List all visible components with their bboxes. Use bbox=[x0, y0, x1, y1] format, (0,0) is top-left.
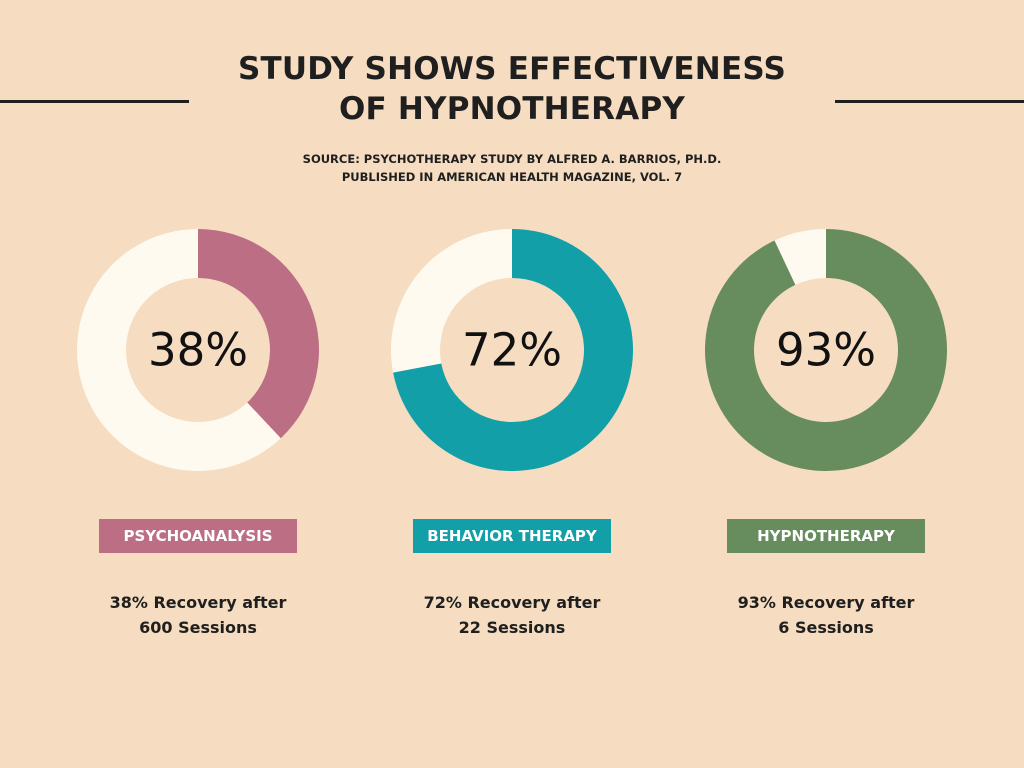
donut-psychoanalysis-svg: 38% bbox=[77, 229, 319, 471]
source-line-2: PUBLISHED IN AMERICAN HEALTH MAGAZINE, V… bbox=[341, 170, 683, 184]
label-psychoanalysis: PSYCHOANALYSIS bbox=[99, 519, 297, 553]
chart-title: STUDY SHOWS EFFECTIVENESS OF HYPNOTHERAP… bbox=[212, 49, 812, 129]
donut-behavior-therapy: 72% bbox=[391, 229, 633, 471]
donut-behavior-therapy-svg: 72% bbox=[391, 229, 633, 471]
description-psychoanalysis: 38% Recovery after 600 Sessions bbox=[78, 590, 318, 640]
left-rule bbox=[0, 100, 189, 103]
donut-track bbox=[391, 229, 512, 373]
donut-track bbox=[774, 229, 826, 285]
source-note: SOURCE: PSYCHOTHERAPY STUDY BY ALFRED A.… bbox=[212, 150, 812, 186]
donut-psychoanalysis: 38% bbox=[77, 229, 319, 471]
description-line-1: 93% Recovery after bbox=[737, 593, 915, 612]
right-rule bbox=[835, 100, 1024, 103]
donut-arc-behavior-therapy bbox=[393, 229, 633, 471]
donut-hypnotherapy-svg: 93% bbox=[705, 229, 947, 471]
percent-label-behavior-therapy: 72% bbox=[462, 324, 562, 377]
description-line-2: 600 Sessions bbox=[139, 618, 257, 637]
label-behavior-therapy: BEHAVIOR THERAPY bbox=[413, 519, 611, 553]
percent-label-psychoanalysis: 38% bbox=[148, 324, 248, 377]
percent-label-hypnotherapy: 93% bbox=[776, 324, 876, 377]
description-hypnotherapy: 93% Recovery after 6 Sessions bbox=[706, 590, 946, 640]
donut-arc-psychoanalysis bbox=[198, 229, 319, 439]
description-line-2: 22 Sessions bbox=[458, 618, 566, 637]
source-line-1: SOURCE: PSYCHOTHERAPY STUDY BY ALFRED A.… bbox=[302, 152, 722, 166]
title-line-1: STUDY SHOWS EFFECTIVENESS bbox=[238, 51, 786, 87]
description-line-1: 38% Recovery after bbox=[109, 593, 287, 612]
donut-arc-hypnotherapy bbox=[705, 229, 947, 471]
description-line-2: 6 Sessions bbox=[778, 618, 874, 637]
label-hypnotherapy: HYPNOTHERAPY bbox=[727, 519, 925, 553]
description-behavior-therapy: 72% Recovery after 22 Sessions bbox=[392, 590, 632, 640]
description-line-1: 72% Recovery after bbox=[423, 593, 601, 612]
donut-track bbox=[77, 229, 281, 471]
donut-hypnotherapy: 93% bbox=[705, 229, 947, 471]
title-line-2: OF HYPNOTHERAPY bbox=[338, 91, 686, 127]
